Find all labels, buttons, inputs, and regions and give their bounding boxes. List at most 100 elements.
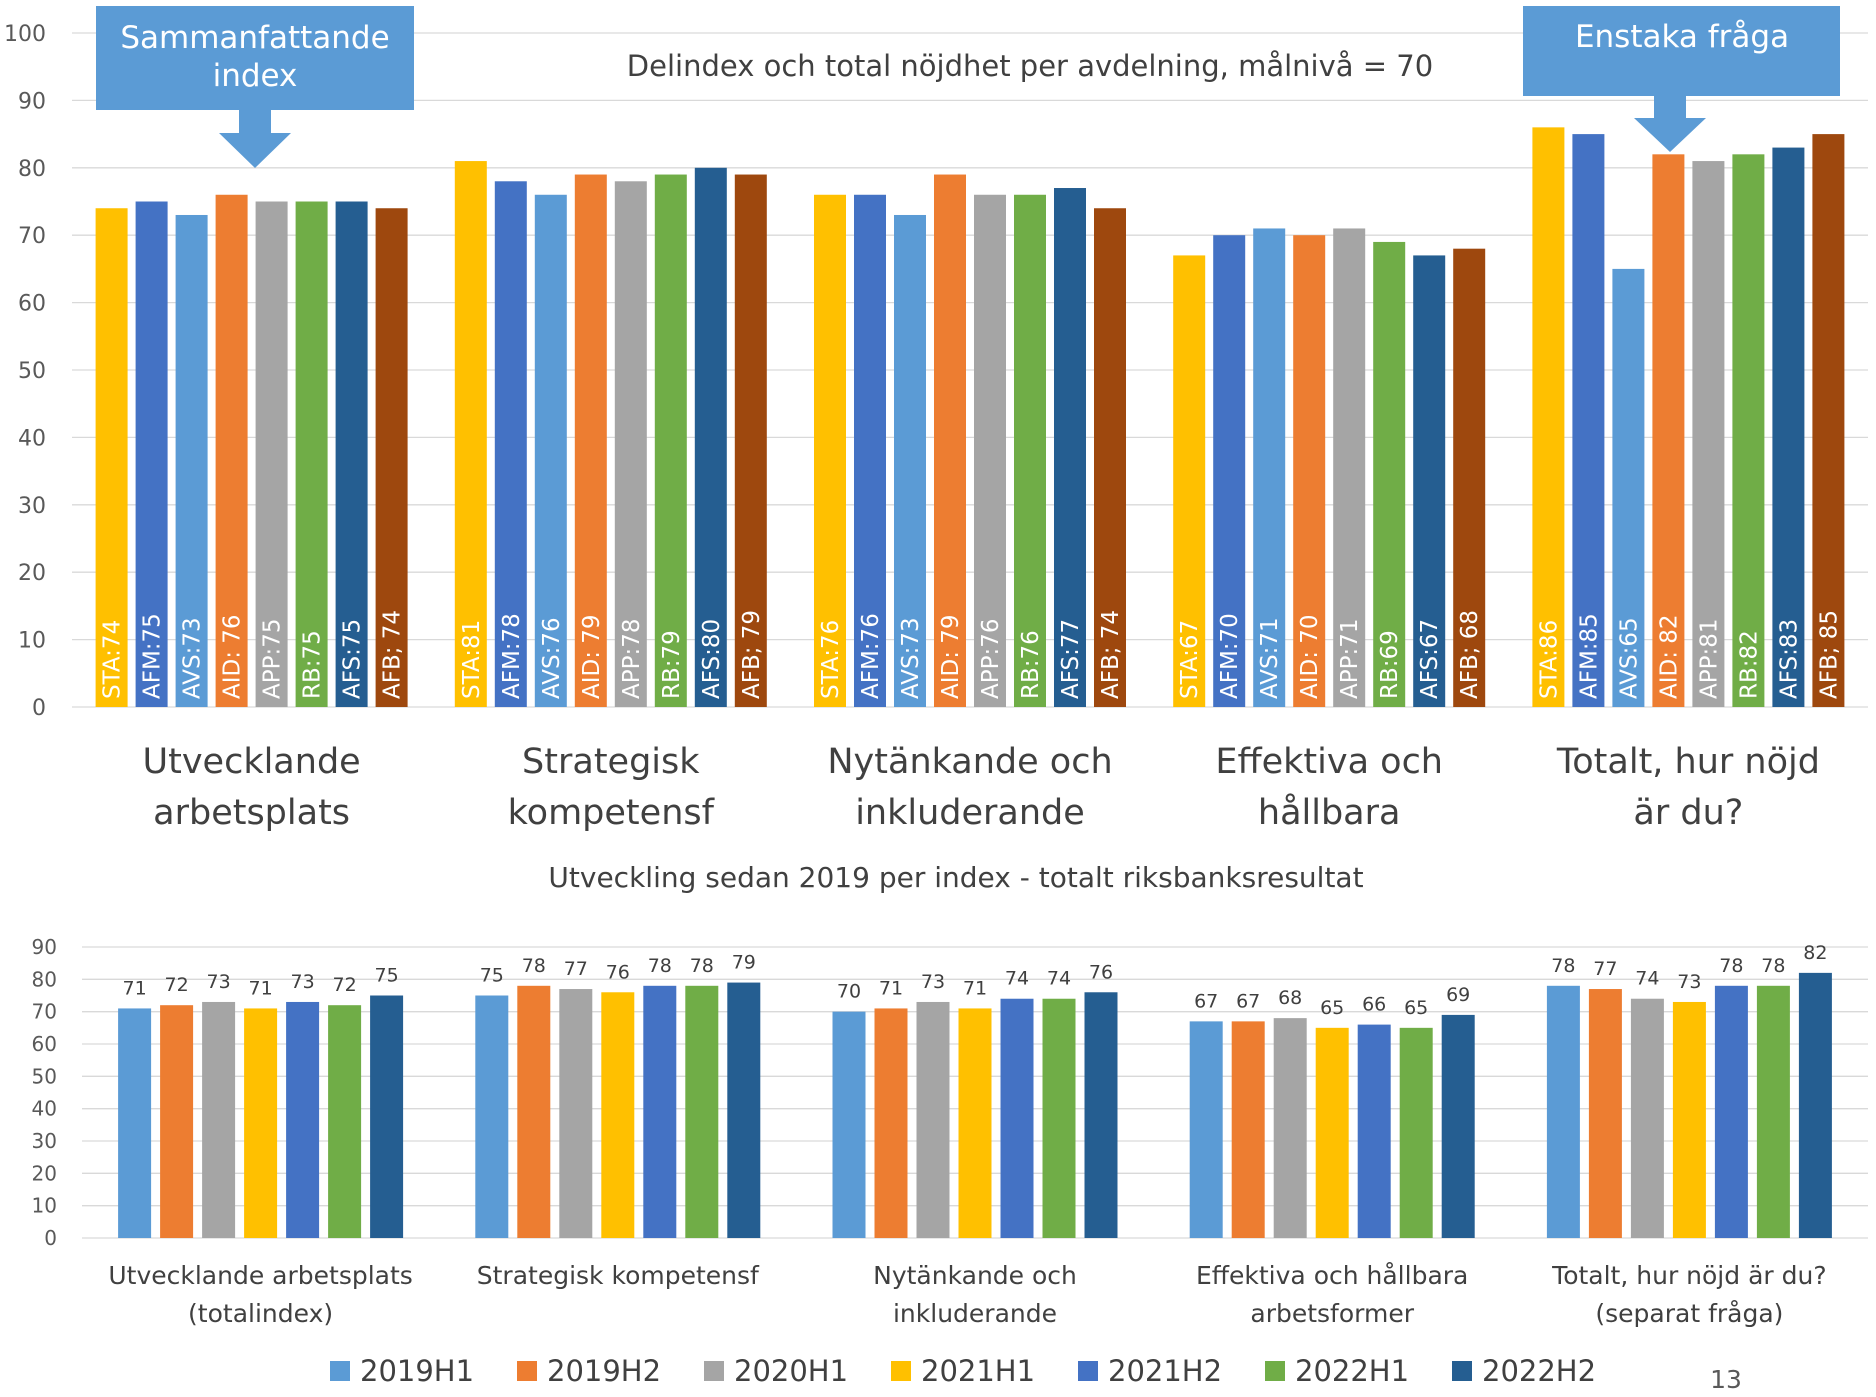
bar-data-label: AFS:75: [340, 619, 366, 699]
bar-2021h1: [1673, 1002, 1706, 1238]
bar-data-label: RB:76: [1018, 630, 1044, 699]
bar-2022h1: [685, 986, 718, 1238]
legend-label: 2019H1: [360, 1354, 474, 1388]
bar-data-label: AFM:70: [1217, 613, 1243, 699]
y-tick-label: 50: [18, 359, 46, 384]
bar-data-label: RB:69: [1377, 630, 1403, 699]
bar-2019h2: [875, 1008, 908, 1238]
bottom-chart: Utveckling sedan 2019 per index - totalt…: [32, 861, 1868, 1388]
bar-2022h1: [328, 1005, 361, 1238]
bar-2021h1: [244, 1008, 277, 1238]
bar-data-label: 75: [480, 965, 504, 987]
bar-data-label: AFB; 74: [380, 610, 406, 699]
bar-data-label: 75: [375, 965, 399, 987]
legend-swatch: [704, 1361, 724, 1381]
bar-rb: [655, 175, 687, 707]
bar-data-label: 78: [648, 955, 672, 977]
bar-data-label: 74: [1005, 968, 1029, 990]
bar-data-label: AID: 79: [938, 614, 964, 699]
bar-2021h2: [643, 986, 676, 1238]
legend-swatch: [1452, 1361, 1472, 1381]
bar-data-label: 76: [606, 961, 630, 983]
category-label: Utvecklande arbetsplats (totalindex): [108, 1261, 412, 1328]
bar-2019h2: [160, 1005, 193, 1238]
category-label: Totalt, hur nöjd är du? (separat fråga): [1551, 1261, 1826, 1328]
bar-data-label: AFM:75: [140, 613, 166, 699]
legend-label: 2019H2: [547, 1354, 661, 1388]
bottom-chart-title: Utveckling sedan 2019 per index - totalt…: [548, 861, 1363, 894]
bar-data-label: 68: [1278, 987, 1302, 1009]
bar-2020h1: [917, 1002, 950, 1238]
bar-data-label: 70: [837, 981, 861, 1003]
bar-2021h1: [601, 992, 634, 1238]
bar-data-label: 67: [1194, 990, 1218, 1012]
bar-data-label: 73: [921, 971, 945, 993]
bar-data-label: AVS:71: [1257, 617, 1283, 699]
bar-data-label: RB:79: [659, 630, 685, 699]
bar-2022h2: [370, 996, 403, 1239]
top-bars: STA:74 AFM:75 AVS:73 AID: 76 APP:75 RB:75 AFS:…: [96, 127, 1845, 707]
bottom-y-axis: 0102030405060708090: [32, 935, 57, 1250]
bar-data-label: 76: [1089, 961, 1113, 983]
top-chart: Delindex och total nöjdhet per avdelning…: [4, 22, 1868, 833]
legend-swatch: [330, 1361, 350, 1381]
y-tick-label: 40: [18, 426, 46, 451]
bottom-bars: 71 72 73 71 73 72 75 75 78 77 76 78 78 7970 71 73 71 74 74…: [118, 942, 1832, 1238]
legend-label: 2022H2: [1482, 1354, 1596, 1388]
bar-data-label: 77: [1593, 958, 1617, 980]
bar-data-label: AID: 82: [1656, 614, 1682, 699]
y-tick-label: 90: [32, 935, 57, 959]
bar-data-label: AFB; 85: [1816, 610, 1842, 699]
y-tick-label: 90: [18, 89, 46, 114]
bar-data-label: APP:71: [1337, 619, 1363, 700]
bar-data-label: 78: [1719, 955, 1743, 977]
bar-2019h1: [475, 996, 508, 1239]
bar-2022h2: [727, 983, 760, 1238]
category-label: Effektiva och hållbara arbetsformer: [1196, 1261, 1468, 1328]
bar-data-label: AFS:77: [1058, 619, 1084, 699]
category-label: Strategisk kompetensf: [477, 1261, 760, 1290]
bar-2019h1: [118, 1008, 151, 1238]
bar-2020h1: [559, 989, 592, 1238]
y-tick-label: 80: [18, 157, 46, 182]
bar-2021h2: [1715, 986, 1748, 1238]
y-tick-label: 30: [18, 494, 46, 519]
bar-2021h2: [286, 1002, 319, 1238]
y-tick-label: 80: [32, 967, 57, 991]
legend-swatch: [517, 1361, 537, 1381]
bar-data-label: STA:86: [1536, 620, 1562, 699]
bar-data-label: 72: [165, 974, 189, 996]
bar-data-label: 65: [1320, 997, 1344, 1019]
bar-data-label: 66: [1362, 994, 1386, 1016]
bar-data-label: 78: [1761, 955, 1785, 977]
down-arrow-icon: [219, 110, 291, 168]
legend-swatch: [891, 1361, 911, 1381]
bar-data-label: STA:76: [818, 620, 844, 699]
top-chart-title: Delindex och total nöjdhet per avdelning…: [627, 49, 1433, 83]
bar-data-label: AVS:76: [539, 617, 565, 699]
y-tick-label: 20: [18, 561, 46, 586]
bar-data-label: AVS:73: [898, 617, 924, 699]
y-tick-label: 60: [32, 1032, 57, 1056]
y-tick-label: 30: [32, 1129, 57, 1153]
y-tick-label: 0: [44, 1226, 57, 1250]
bar-data-label: AID: 76: [220, 614, 246, 699]
y-tick-label: 10: [18, 629, 46, 654]
bar-data-label: AFS:80: [699, 619, 725, 699]
y-tick-label: 50: [32, 1064, 57, 1088]
category-label: Nytänkande och inkluderande: [827, 742, 1112, 833]
bar-data-label: 71: [123, 977, 147, 999]
callout-single-question: Enstaka fråga: [1523, 6, 1840, 152]
bar-data-label: 71: [879, 977, 903, 999]
category-label: Nytänkande och inkluderande: [873, 1261, 1077, 1328]
bar-data-label: AFB; 74: [1098, 610, 1124, 699]
bar-data-label: 74: [1635, 968, 1659, 990]
bar-data-label: AFM:78: [499, 613, 525, 699]
y-tick-label: 70: [18, 224, 46, 249]
bar-data-label: APP:75: [260, 619, 286, 700]
category-label: Utvecklande arbetsplats: [142, 742, 360, 833]
bar-data-label: AID: 79: [579, 614, 605, 699]
bar-data-label: AFS:67: [1417, 619, 1443, 699]
top-category-labels: Utvecklande arbetsplats Strategisk kompeten…: [142, 742, 1819, 833]
